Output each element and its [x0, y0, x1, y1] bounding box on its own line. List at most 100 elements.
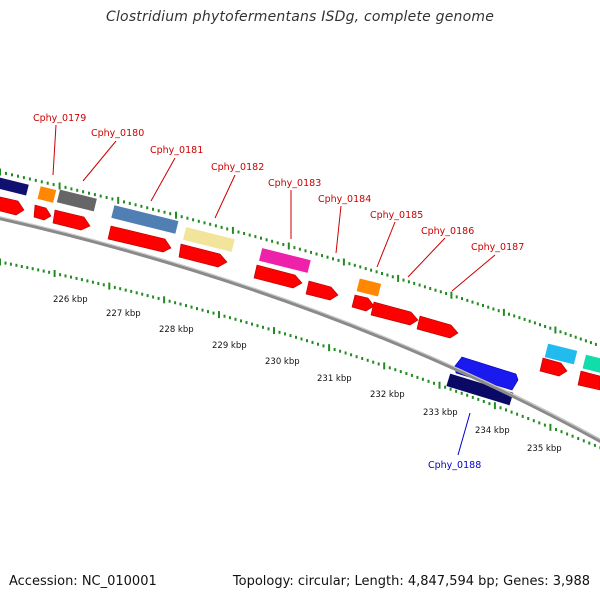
gene-box-skyblue[interactable]	[544, 343, 578, 365]
gene-arrow[interactable]	[178, 243, 228, 268]
label-leaders	[52, 124, 496, 456]
genome-backbone-highlight	[0, 216, 600, 440]
minor-tick	[518, 316, 521, 320]
major-tick	[328, 344, 331, 352]
gene-label-cphy-0187[interactable]: Cphy_0187	[471, 242, 524, 253]
gene-arrow[interactable]	[107, 225, 172, 253]
minor-tick	[186, 216, 189, 220]
minor-tick	[46, 181, 49, 185]
minor-tick	[594, 342, 597, 346]
minor-tick	[375, 270, 378, 274]
minor-tick	[75, 276, 78, 280]
gene-label-cphy-0182[interactable]: Cphy_0182	[211, 162, 264, 173]
minor-tick	[42, 269, 45, 273]
gene-arrow[interactable]	[0, 196, 25, 216]
gene-arrow[interactable]	[305, 280, 339, 301]
major-tick	[438, 381, 441, 389]
gene-box-magenta[interactable]	[259, 248, 311, 273]
minor-tick	[97, 282, 100, 285]
minor-tick	[91, 280, 94, 284]
minor-tick	[82, 190, 85, 194]
minor-tick	[566, 432, 569, 436]
minor-tick	[344, 351, 347, 355]
gene-box-gray[interactable]	[56, 189, 97, 212]
minor-tick	[439, 290, 442, 294]
minor-tick	[588, 441, 591, 445]
gene-label-cphy-0185[interactable]: Cphy_0185	[370, 210, 423, 221]
major-tick	[493, 402, 496, 410]
gene-box-navy[interactable]	[0, 177, 29, 196]
genome-backbone	[0, 216, 600, 444]
minor-tick	[386, 273, 389, 277]
minor-tick	[124, 288, 127, 292]
gene-box-steelblue[interactable]	[111, 205, 179, 234]
gene-arrow[interactable]	[33, 204, 52, 221]
major-tick	[502, 308, 505, 316]
gene-box-orange-1[interactable]	[37, 186, 57, 203]
gene-labels: Cphy_0179 Cphy_0180 Cphy_0181 Cphy_0182 …	[33, 113, 524, 471]
gene-label-cphy-0181[interactable]: Cphy_0181	[150, 145, 203, 156]
minor-tick	[11, 173, 13, 177]
gene-arrow[interactable]	[370, 301, 419, 326]
minor-tick	[410, 373, 413, 377]
gene-arrow[interactable]	[416, 315, 459, 339]
minor-tick	[560, 430, 563, 434]
minor-tick	[405, 372, 408, 375]
minor-tick	[326, 255, 329, 259]
minor-tick	[577, 437, 580, 440]
minor-tick	[508, 312, 510, 316]
gene-arrow[interactable]	[577, 370, 600, 391]
gene-label-cphy-0179[interactable]: Cphy_0179	[33, 113, 86, 124]
minor-tick	[471, 395, 474, 399]
gene-arrow[interactable]	[253, 264, 303, 289]
gene-label-cphy-0188[interactable]: Cphy_0188	[428, 460, 481, 471]
minor-tick	[538, 421, 541, 425]
minor-tick	[482, 304, 484, 307]
minor-tick	[271, 239, 274, 243]
minor-tick	[460, 391, 463, 395]
minor-tick	[240, 319, 242, 323]
inner-ruler-track	[0, 258, 600, 450]
gene-box-orange-2[interactable]	[356, 278, 382, 297]
minor-tick	[407, 280, 410, 284]
minor-tick	[306, 339, 308, 343]
minor-tick	[88, 191, 90, 195]
gene-arrow[interactable]	[539, 357, 568, 377]
minor-tick	[394, 368, 397, 372]
gene-box-khaki[interactable]	[183, 227, 235, 252]
minor-tick	[31, 267, 34, 271]
major-tick	[117, 196, 120, 204]
gene-label-cphy-0186[interactable]: Cphy_0186	[421, 226, 474, 237]
major-tick	[218, 311, 220, 319]
minor-tick	[569, 333, 572, 337]
minor-tick	[135, 291, 138, 295]
minor-tick	[497, 309, 500, 313]
gene-label-cphy-0184[interactable]: Cphy_0184	[318, 194, 371, 205]
minor-tick	[64, 185, 67, 189]
minor-tick	[449, 387, 452, 391]
minor-tick	[521, 414, 524, 418]
gene-arrow[interactable]	[52, 209, 91, 231]
leader-line-blue	[457, 412, 471, 456]
gene-box-darknavy[interactable]	[446, 373, 514, 406]
minor-tick	[539, 323, 541, 327]
minor-tick	[15, 263, 18, 267]
minor-tick	[477, 397, 480, 401]
minor-tick	[505, 408, 507, 412]
gene-box-teal[interactable]	[582, 354, 600, 374]
ruler-label: 228 kbp	[159, 325, 194, 335]
minor-tick	[295, 335, 297, 339]
major-tick	[108, 282, 111, 290]
minor-tick	[203, 221, 206, 225]
minor-tick	[544, 325, 547, 328]
gene-label-cphy-0180[interactable]: Cphy_0180	[91, 128, 144, 139]
minor-tick	[248, 233, 251, 237]
minor-tick	[589, 341, 592, 345]
gene-label-cphy-0183[interactable]: Cphy_0183	[268, 178, 321, 189]
minor-tick	[22, 176, 25, 180]
gene-arrow[interactable]	[351, 294, 375, 312]
gene-arrow-reverse-blue[interactable]	[454, 356, 519, 391]
minor-tick	[146, 294, 149, 298]
minor-tick	[310, 250, 312, 254]
minor-tick	[265, 238, 268, 242]
